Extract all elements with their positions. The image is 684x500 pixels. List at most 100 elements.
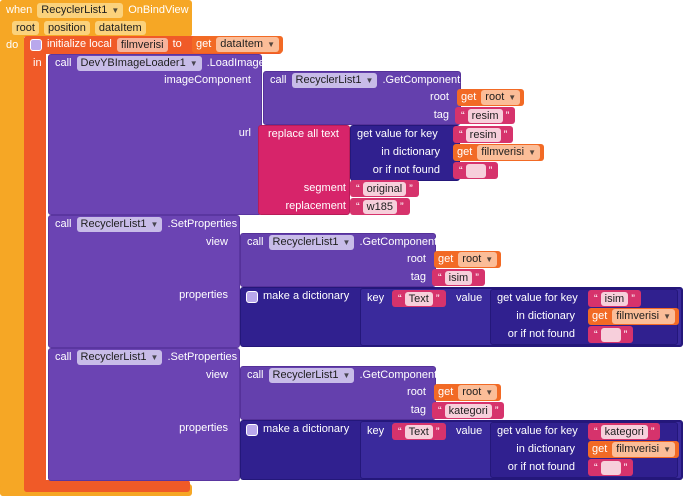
text-block[interactable]: resim	[453, 126, 514, 143]
label: call	[247, 236, 264, 248]
parameter[interactable]: dataItem	[94, 20, 146, 35]
text-block[interactable]: kategori	[432, 402, 505, 419]
get-block[interactable]: get filmverisi	[453, 144, 544, 161]
text-field[interactable]: resim	[465, 127, 501, 142]
event-params: root position dataItem	[12, 19, 146, 36]
text-field[interactable]	[600, 327, 621, 342]
mutator-icon[interactable]	[30, 38, 42, 51]
text-block[interactable]: isim	[432, 269, 485, 286]
name-field[interactable]: filmverisi	[116, 37, 168, 52]
text-field[interactable]: kategori	[444, 403, 492, 418]
text-field[interactable]: resim	[467, 108, 503, 123]
label: get	[196, 38, 212, 50]
get-block[interactable]: get root	[434, 251, 502, 268]
text-block[interactable]	[588, 326, 634, 343]
label: get	[438, 253, 454, 265]
label: call	[55, 57, 72, 69]
text-block[interactable]: resim	[455, 107, 516, 124]
socket-label: imageComponent	[164, 74, 251, 86]
dropdown[interactable]: filmverisi	[477, 145, 540, 160]
dropdown[interactable]: RecyclerList1	[76, 217, 163, 232]
label: when	[6, 4, 33, 16]
socket-label: root	[407, 253, 426, 265]
dropdown[interactable]: RecyclerList1	[76, 350, 163, 365]
socket-label: in dictionary	[516, 443, 575, 455]
socket-label: tag	[433, 109, 449, 121]
text-block[interactable]	[453, 162, 499, 179]
local-body	[24, 36, 46, 492]
label: .SetProperties	[167, 218, 238, 230]
text-field[interactable]: Text	[404, 291, 433, 306]
label: get	[457, 146, 473, 158]
dropdown[interactable]: RecyclerList1	[268, 235, 355, 250]
dropdown[interactable]: dataItem	[216, 37, 280, 52]
text-field[interactable]	[600, 460, 621, 475]
socket-label: tag	[410, 271, 426, 283]
text-field[interactable]: w185	[362, 199, 397, 214]
label: in	[33, 57, 42, 69]
text-field[interactable]: isim	[444, 270, 473, 285]
socket-label: or if not found	[507, 328, 575, 340]
parameter[interactable]: position	[43, 20, 90, 35]
label: do	[6, 39, 19, 51]
dropdown[interactable]: root	[458, 385, 498, 400]
dropdown[interactable]: DevYBImageLoader1	[76, 56, 202, 71]
text-field[interactable]	[465, 163, 486, 178]
label: call	[55, 351, 72, 363]
parameter[interactable]: root	[12, 20, 39, 35]
text-field[interactable]: Text	[404, 424, 433, 439]
event-header: when RecyclerList1 OnBindView	[6, 2, 189, 19]
text-block[interactable]: Text	[392, 423, 446, 440]
label: value	[456, 292, 483, 304]
label: .GetComponent	[359, 369, 438, 381]
text-block[interactable]: kategori	[588, 423, 661, 440]
text-field[interactable]: kategori	[600, 424, 648, 439]
get-block[interactable]: get dataItem	[192, 36, 284, 53]
socket-label: root	[430, 91, 449, 103]
label: .GetComponent	[359, 236, 438, 248]
call-header: call RecyclerList1 .GetComponent	[247, 234, 437, 251]
label: OnBindView	[128, 4, 189, 16]
socket-label: tag	[410, 404, 426, 416]
text-block[interactable]: original	[350, 180, 419, 197]
get-block[interactable]: get filmverisi	[588, 441, 679, 458]
socket-label: segment	[303, 182, 346, 194]
label: .SetProperties	[167, 351, 238, 363]
socket-label: or if not found	[372, 164, 440, 176]
dropdown[interactable]: filmverisi	[612, 309, 675, 324]
get-block[interactable]: get root	[457, 89, 525, 106]
dropdown[interactable]: filmverisi	[612, 442, 675, 457]
label: .LoadImage	[206, 57, 265, 69]
text-field[interactable]: original	[362, 181, 407, 196]
text-block[interactable]: w185	[350, 198, 410, 215]
socket-label: replacement	[285, 200, 346, 212]
label: make a dictionary	[263, 290, 350, 302]
text-block[interactable]: Text	[392, 290, 446, 307]
label: get value for key	[357, 128, 438, 140]
dropdown[interactable]: RecyclerList1	[291, 73, 378, 88]
label: get value for key	[497, 292, 578, 304]
call-header: call RecyclerList1 .GetComponent	[270, 72, 460, 89]
get-block[interactable]: get filmverisi	[588, 308, 679, 325]
call-header: call DevYBImageLoader1 .LoadImage	[55, 55, 265, 72]
get-block[interactable]: get root	[434, 384, 502, 401]
mutator-icon[interactable]	[246, 423, 258, 436]
call-header: call RecyclerList1 .SetProperties	[55, 216, 237, 233]
label: to	[172, 38, 182, 50]
dropdown[interactable]: root	[481, 90, 521, 105]
socket-label: properties	[179, 422, 228, 434]
label: initialize local	[47, 38, 112, 50]
dropdown[interactable]: RecyclerList1	[37, 3, 124, 18]
text-block[interactable]	[588, 459, 634, 476]
label: key	[367, 425, 385, 437]
label: value	[456, 425, 483, 437]
text-field[interactable]: isim	[600, 291, 629, 306]
mutator-icon[interactable]	[246, 290, 258, 303]
text-block[interactable]: isim	[588, 290, 641, 307]
label: get	[461, 91, 477, 103]
dropdown[interactable]: RecyclerList1	[268, 368, 355, 383]
label: key	[367, 292, 385, 304]
label: replace all text	[268, 128, 339, 140]
socket-label: properties	[179, 289, 228, 301]
dropdown[interactable]: root	[458, 252, 498, 267]
